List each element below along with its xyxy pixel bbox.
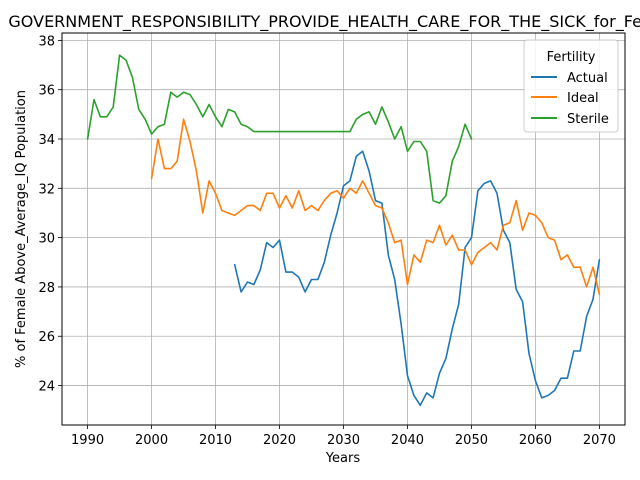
chart-title: GOVERNMENT_RESPONSIBILITY_PROVIDE_HEALTH… bbox=[8, 12, 640, 32]
y-tick-label: 34 bbox=[38, 133, 55, 148]
y-tick-label: 24 bbox=[38, 380, 55, 395]
legend: Fertility Actual Ideal Sterile bbox=[523, 39, 619, 133]
legend-label-actual: Actual bbox=[567, 71, 608, 86]
x-axis: 1990 2000 2010 2020 2030 2040 2050 2060 2070 bbox=[71, 425, 616, 448]
x-tick-label: 2010 bbox=[199, 433, 232, 448]
x-tick-label: 2050 bbox=[455, 433, 488, 448]
x-tick-label: 2020 bbox=[263, 433, 296, 448]
x-tick-label: 2000 bbox=[135, 433, 168, 448]
series-line-sterile bbox=[86, 54, 473, 204]
x-tick-label: 1990 bbox=[71, 433, 104, 448]
y-axis-label: % of Female Above_Average_IQ Population bbox=[14, 90, 29, 368]
x-tick-label: 2060 bbox=[519, 433, 552, 448]
x-tick-label: 2070 bbox=[583, 433, 616, 448]
y-tick-label: 32 bbox=[38, 182, 55, 197]
x-tick-label: 2040 bbox=[391, 433, 424, 448]
legend-box bbox=[523, 39, 619, 133]
y-axis: 24 26 28 30 32 34 36 38 bbox=[38, 34, 62, 395]
y-tick-label: 36 bbox=[38, 84, 55, 99]
y-tick-label: 26 bbox=[38, 330, 55, 345]
x-axis-label: Years bbox=[325, 451, 361, 466]
legend-label-ideal: Ideal bbox=[567, 91, 599, 106]
y-tick-label: 30 bbox=[38, 232, 55, 247]
y-tick-label: 38 bbox=[38, 34, 55, 49]
legend-label-sterile: Sterile bbox=[567, 112, 609, 127]
y-tick-label: 28 bbox=[38, 281, 55, 296]
series-line-actual bbox=[233, 150, 601, 407]
legend-title: Fertility bbox=[547, 50, 596, 65]
series-layer bbox=[86, 54, 601, 407]
series-line-ideal bbox=[150, 118, 601, 296]
x-tick-label: 2030 bbox=[327, 433, 360, 448]
